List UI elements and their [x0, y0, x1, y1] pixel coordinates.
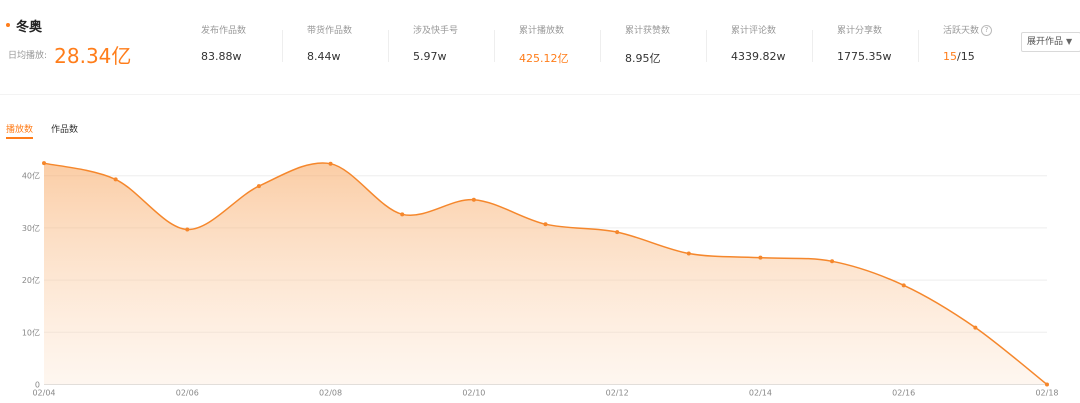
x-axis-labels: 02/04 02/06 02/08 02/10 02/12 02/14 02/16 02/18: [32, 389, 1058, 398]
topic-dot: [6, 23, 10, 27]
x-tick-label: 02/12: [606, 389, 629, 398]
header-divider: [0, 94, 1080, 95]
stat-total-plays: 累计播放数 425.12亿: [519, 23, 569, 66]
stat-label: 累计分享数: [837, 26, 883, 36]
x-tick-label: 02/06: [176, 389, 199, 398]
stat-separator: [812, 30, 813, 62]
stat-separator: [388, 30, 389, 62]
data-point[interactable]: [543, 222, 548, 227]
stat-separator: [600, 30, 601, 62]
stat-separator: [918, 30, 919, 62]
x-tick-label: 02/18: [1035, 389, 1058, 398]
data-point[interactable]: [758, 255, 763, 260]
question-circle-icon[interactable]: ?: [981, 25, 993, 36]
y-tick-label: 20亿: [22, 275, 40, 285]
stat-value: 15/15: [943, 50, 992, 63]
data-point[interactable]: [615, 230, 620, 235]
chart-points: [42, 161, 1049, 387]
daily-play-value: 28.34亿: [54, 44, 132, 68]
stat-total-shares: 累计分享数 1775.35w: [837, 23, 891, 63]
stat-separator: [706, 30, 707, 62]
stat-label: 累计播放数: [519, 26, 565, 36]
data-point[interactable]: [830, 259, 835, 264]
x-tick-label: 02/04: [32, 389, 55, 398]
data-point[interactable]: [42, 161, 46, 166]
chart-area-layer: [43, 162, 1048, 386]
daily-play-summary: 日均播放: 28.34亿: [8, 40, 131, 69]
caret-down-icon: ▼: [1066, 37, 1073, 46]
x-tick-label: 02/08: [319, 389, 342, 398]
x-tick-label: 02/10: [462, 389, 485, 398]
stat-separator: [282, 30, 283, 62]
stat-label: 累计获赞数: [625, 26, 671, 36]
stat-value: 5.97w: [413, 50, 447, 63]
series-area: [44, 162, 1047, 385]
daily-play-label: 日均播放:: [8, 51, 48, 61]
expand-works-button[interactable]: 展开作品 ▼: [1021, 32, 1080, 52]
stat-value: 1775.35w: [837, 50, 892, 63]
x-tick-label: 02/16: [892, 389, 915, 398]
y-axis-labels: 0 10亿 20亿 30亿 40亿: [22, 171, 40, 390]
stat-total-comments: 累计评论数 4339.82w: [731, 23, 785, 63]
stat-commerce-works: 带货作品数 8.44w: [307, 23, 352, 63]
data-point[interactable]: [256, 184, 261, 189]
data-point[interactable]: [901, 283, 906, 288]
y-tick-label: 0: [35, 381, 40, 390]
stat-label: 带货作品数: [307, 26, 353, 36]
active-days-count: 15: [943, 50, 957, 63]
stat-value: 83.88w: [201, 50, 242, 63]
stat-label: 涉及快手号: [413, 26, 459, 36]
tab-works[interactable]: 作品数: [51, 125, 79, 135]
topic-name: 冬奥: [16, 20, 43, 35]
stat-value: 8.44w: [307, 50, 341, 63]
stat-active-days: 活跃天数? 15/15: [943, 23, 993, 63]
y-tick-label: 30亿: [22, 223, 40, 233]
stat-published-works: 发布作品数 83.88w: [201, 23, 246, 63]
stat-total-likes: 累计获赞数 8.95亿: [625, 23, 670, 66]
y-tick-label: 40亿: [22, 171, 40, 181]
data-point[interactable]: [400, 212, 405, 217]
stat-separator: [494, 30, 495, 62]
data-point[interactable]: [328, 161, 333, 166]
y-tick-label: 10亿: [22, 327, 40, 337]
stat-label: 活跃天数: [943, 26, 980, 36]
expand-works-label: 展开作品: [1027, 37, 1064, 47]
active-days-total: /15: [957, 50, 975, 63]
stat-label-row: 活跃天数?: [943, 23, 993, 36]
data-point[interactable]: [113, 177, 118, 182]
tab-plays[interactable]: 播放数: [6, 122, 34, 139]
data-point[interactable]: [686, 251, 691, 256]
stat-value: 425.12亿: [519, 52, 569, 65]
stat-label: 累计评论数: [731, 26, 777, 36]
stat-value: 4339.82w: [731, 50, 786, 63]
stat-value: 8.95亿: [625, 52, 661, 65]
data-point[interactable]: [1045, 382, 1049, 387]
stat-accounts-involved: 涉及快手号 5.97w: [413, 23, 458, 63]
data-point[interactable]: [973, 325, 978, 330]
data-point[interactable]: [471, 197, 476, 202]
stat-label: 发布作品数: [201, 26, 247, 36]
data-point[interactable]: [185, 227, 190, 232]
x-tick-label: 02/14: [749, 389, 772, 398]
